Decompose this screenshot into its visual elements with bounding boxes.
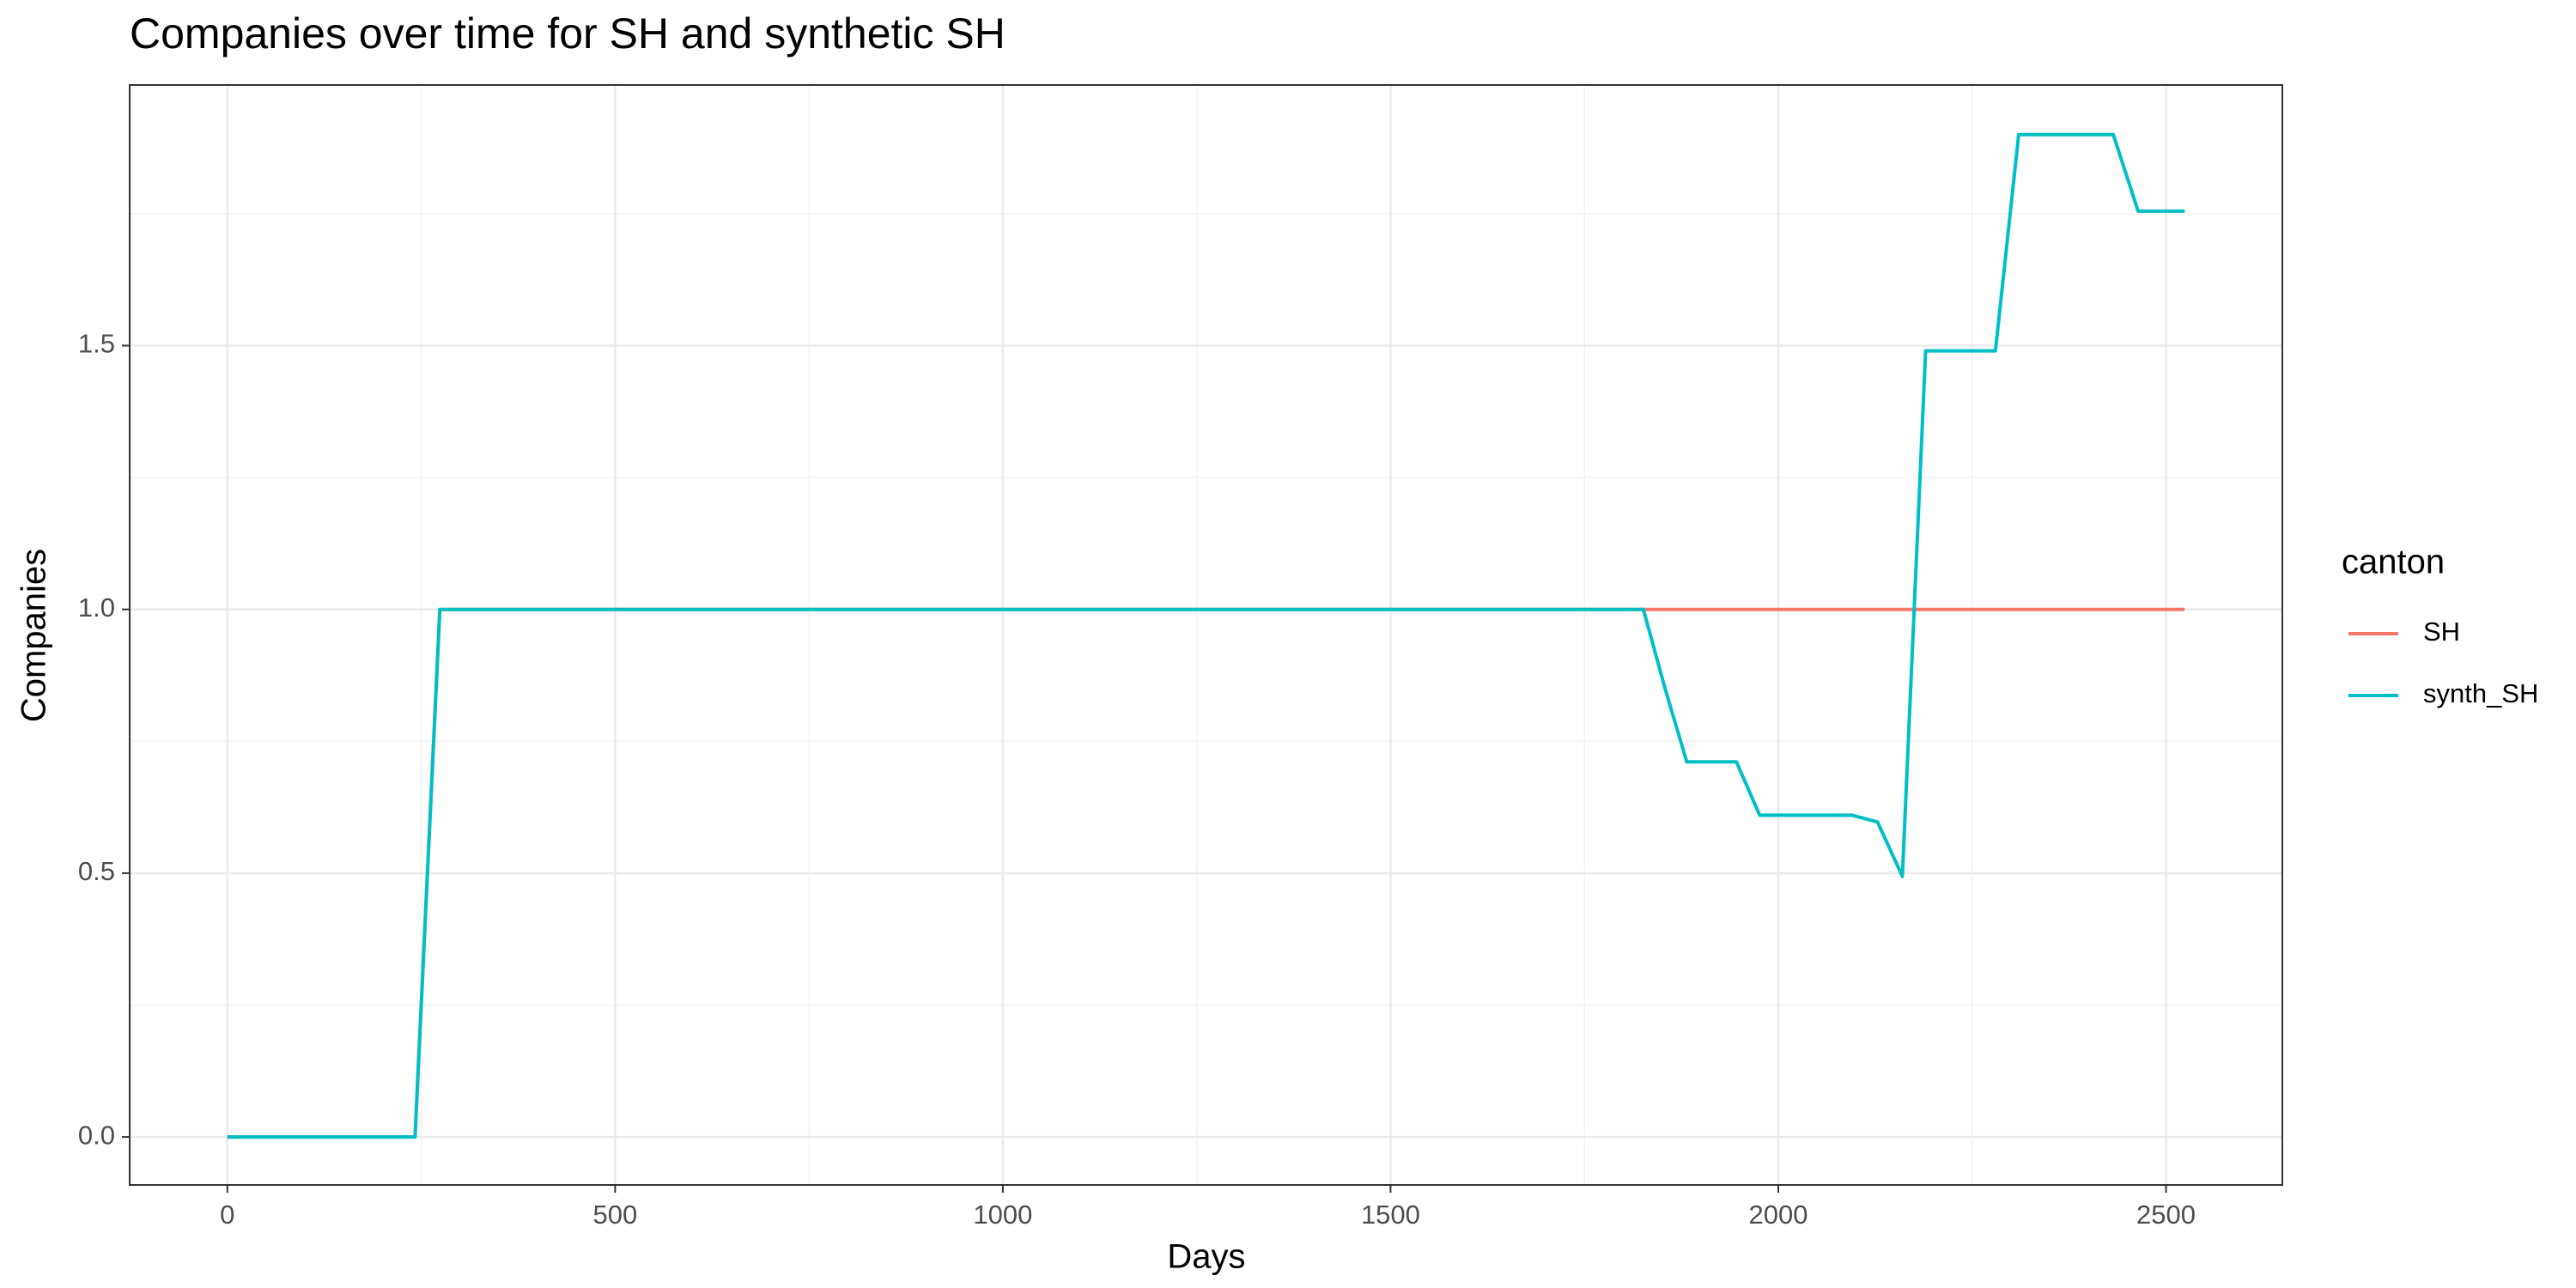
x-tick-label: 1500 <box>1361 1200 1420 1230</box>
y-axis-title: Companies <box>15 549 53 722</box>
x-axis-title: Days <box>1167 1238 1245 1276</box>
x-tick-label: 1000 <box>973 1200 1032 1230</box>
legend-title: canton <box>2342 544 2445 581</box>
series-line <box>227 132 2185 1139</box>
panel-border <box>129 84 2283 1186</box>
legend-label: SH <box>2423 617 2460 647</box>
y-tick-label: 1.5 <box>78 329 115 359</box>
x-tick-label: 500 <box>592 1200 637 1230</box>
chart-title: Companies over time for SH and synthetic… <box>130 9 1005 58</box>
x-tick-label: 0 <box>220 1200 234 1230</box>
y-tick-label: 0.0 <box>78 1120 115 1150</box>
grid <box>130 85 2282 1185</box>
y-tick-label: 0.5 <box>78 856 115 886</box>
y-tick-label: 1.0 <box>78 592 115 623</box>
legend-label: synth_SH <box>2423 678 2538 708</box>
x-tick-label: 2500 <box>2136 1200 2196 1230</box>
x-tick-label: 2000 <box>1749 1200 1808 1230</box>
